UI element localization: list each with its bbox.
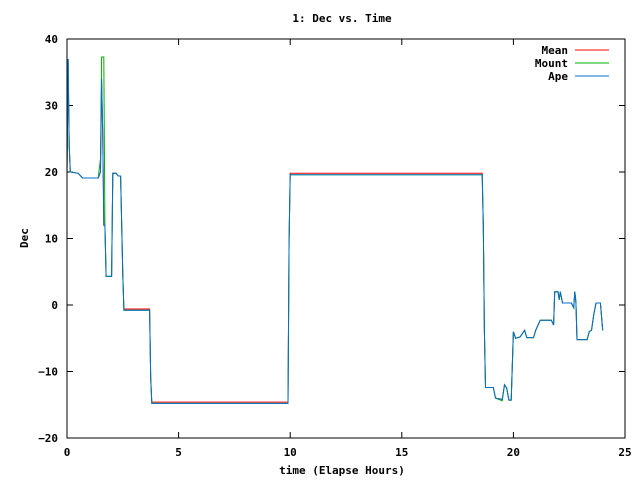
y-tick-label: 40	[45, 33, 58, 46]
y-axis-label: Dec	[18, 228, 31, 248]
series-layer	[66, 56, 604, 404]
x-tick-label: 15	[395, 446, 408, 459]
series-line-mount	[66, 56, 604, 404]
series-line-mean	[66, 58, 604, 403]
axis-ticks: 0 5 10 15 20 25 −20 −10 0 10 20 30 40	[38, 33, 632, 459]
series-line-ape	[66, 58, 604, 404]
y-tick-label: 10	[45, 233, 58, 246]
y-tick-label: 0	[51, 299, 58, 312]
legend-label-mount: Mount	[535, 57, 568, 70]
chart-title: 1: Dec vs. Time	[292, 12, 392, 25]
x-tick-label: 0	[64, 446, 71, 459]
x-tick-label: 5	[175, 446, 182, 459]
legend-label-mean: Mean	[542, 44, 569, 57]
y-tick-label: 20	[45, 166, 58, 179]
legend-label-ape: Ape	[548, 70, 568, 83]
y-tick-label: −20	[38, 432, 58, 445]
x-tick-label: 20	[507, 446, 520, 459]
y-tick-label: −10	[38, 366, 58, 379]
y-tick-label: 30	[45, 100, 58, 113]
plot-frame	[66, 38, 626, 439]
x-tick-label: 25	[618, 446, 631, 459]
x-tick-label: 10	[284, 446, 297, 459]
x-axis-label: time (Elapse Hours)	[279, 464, 405, 477]
